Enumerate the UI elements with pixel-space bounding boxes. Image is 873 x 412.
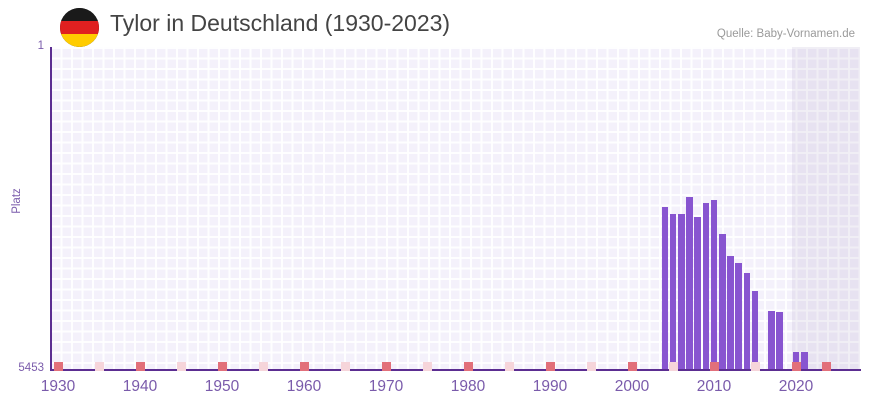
- source-label: Quelle: Baby-Vornamen.de: [716, 28, 855, 40]
- x-tick-mark-minor-1985: [505, 362, 514, 371]
- x-tick-mark-minor-2015: [751, 362, 760, 371]
- bar-2011[interactable]: [719, 234, 726, 369]
- bar-2008[interactable]: [694, 217, 701, 369]
- x-tick-mark-minor-1965: [341, 362, 350, 371]
- bar-2012[interactable]: [727, 256, 734, 369]
- x-tick-mark-minor-1995: [587, 362, 596, 371]
- x-tick-mark-1940: [136, 362, 145, 371]
- x-tick-mark-1980: [464, 362, 473, 371]
- x-tick-mark-1950: [218, 362, 227, 371]
- plot-area: [50, 47, 860, 369]
- bar-2009[interactable]: [702, 203, 710, 369]
- y-axis-tick-top: 1: [37, 40, 44, 52]
- x-tick-mark-minor-1975: [423, 362, 432, 371]
- x-tick-mark-2020: [792, 362, 801, 371]
- chart-header: Tylor in Deutschland (1930-2023) Quelle:…: [0, 0, 873, 47]
- x-tick-mark-2010: [710, 362, 719, 371]
- x-tick-mark-1930: [54, 362, 63, 371]
- flag-band-gold: [60, 33, 99, 47]
- x-tick-mark-minor-1935: [95, 362, 104, 371]
- bar-2010[interactable]: [710, 200, 718, 369]
- bar-2005[interactable]: [669, 214, 677, 369]
- x-tick-label-2000: 2000: [614, 378, 650, 395]
- flag-band-red: [60, 20, 99, 34]
- bar-2020[interactable]: [792, 352, 800, 369]
- x-tick-label-1970: 1970: [368, 378, 404, 395]
- x-tick-label-1940: 1940: [122, 378, 158, 395]
- bar-2006[interactable]: [678, 214, 685, 369]
- x-tick-label-2010: 2010: [696, 378, 732, 395]
- shaded-region: [791, 47, 860, 369]
- y-axis-title: Platz: [11, 188, 23, 214]
- bar-2018[interactable]: [776, 312, 783, 369]
- x-tick-mark-end: [821, 362, 831, 371]
- x-tick-label-2020: 2020: [778, 378, 814, 395]
- bar-2013[interactable]: [735, 263, 742, 369]
- x-tick-label-1990: 1990: [532, 378, 568, 395]
- x-tick-label-1960: 1960: [286, 378, 322, 395]
- x-tick-mark-2000: [628, 362, 637, 371]
- y-axis-line: [50, 47, 52, 369]
- x-tick-label-1980: 1980: [450, 378, 486, 395]
- x-tick-label-1930: 1930: [40, 378, 76, 395]
- x-tick-mark-minor-2005: [669, 362, 678, 371]
- germany-flag-icon: [60, 8, 99, 47]
- x-tick-label-1950: 1950: [204, 378, 240, 395]
- x-tick-mark-minor-1945: [177, 362, 186, 371]
- x-tick-mark-1970: [382, 362, 391, 371]
- chart-title: Tylor in Deutschland (1930-2023): [110, 10, 451, 36]
- bar-2017[interactable]: [768, 311, 775, 369]
- y-axis-tick-bottom: 5453: [18, 362, 44, 374]
- bar-2004[interactable]: [661, 207, 669, 369]
- bar-2007[interactable]: [686, 197, 693, 369]
- flag-band-black: [60, 8, 99, 21]
- bar-2021[interactable]: [801, 352, 808, 369]
- x-axis-line: [50, 369, 861, 371]
- x-tick-mark-1990: [546, 362, 555, 371]
- x-tick-mark-1960: [300, 362, 309, 371]
- bar-2014[interactable]: [743, 273, 751, 369]
- x-tick-mark-minor-1955: [259, 362, 268, 371]
- bar-2015[interactable]: [751, 291, 759, 369]
